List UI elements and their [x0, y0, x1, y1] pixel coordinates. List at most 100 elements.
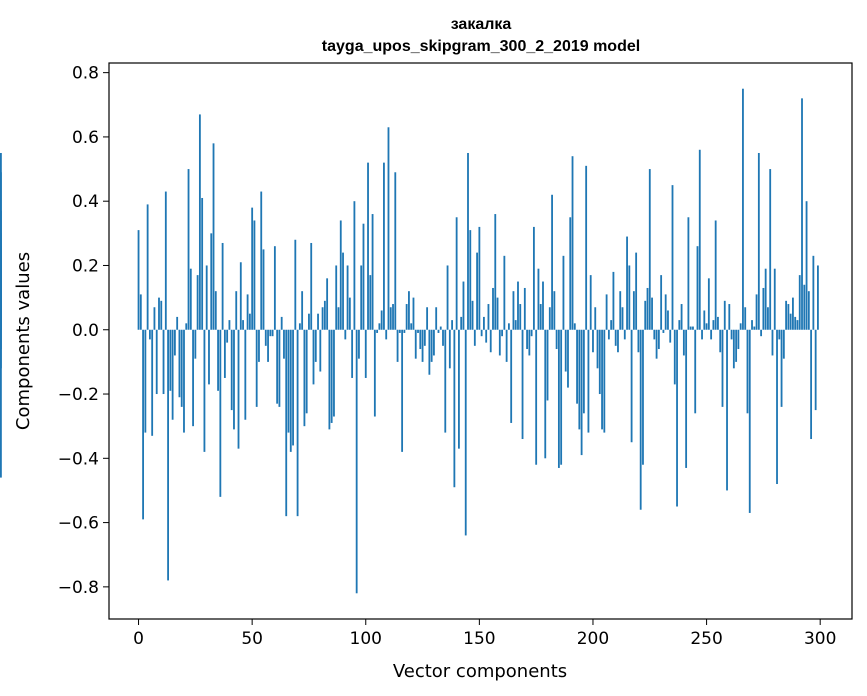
bar: [0, 329, 2, 350]
bar: [539, 304, 542, 330]
bar: [212, 143, 215, 330]
y-axis-label: Components values: [13, 252, 34, 430]
bar: [735, 329, 738, 362]
bar: [605, 294, 608, 330]
bar: [789, 313, 792, 330]
bar: [237, 329, 240, 449]
bar: [180, 329, 183, 407]
bar: [648, 169, 651, 330]
bar: [246, 294, 249, 330]
bar: [362, 223, 365, 330]
bar: [810, 329, 813, 440]
bar: [767, 307, 769, 330]
bar: [276, 329, 279, 404]
x-tick-label: 200: [577, 629, 609, 649]
bar: [335, 265, 338, 330]
bar: [751, 320, 753, 330]
bar: [753, 326, 756, 330]
bar: [205, 265, 208, 330]
bar: [473, 329, 476, 346]
bar: [183, 329, 185, 433]
bar: [151, 329, 154, 436]
bar: [219, 329, 222, 497]
bar: [480, 329, 483, 337]
bar: [626, 236, 628, 330]
bar: [158, 297, 160, 330]
bar: [748, 329, 751, 513]
bar: [239, 262, 242, 330]
bar: [535, 329, 538, 465]
bar: [417, 329, 419, 333]
bar: [485, 329, 488, 343]
bar: [780, 329, 783, 407]
bar: [714, 220, 717, 330]
bar: [142, 329, 144, 520]
bar: [242, 320, 244, 330]
bar: [532, 226, 535, 330]
bar: [155, 329, 158, 395]
bar: [814, 329, 817, 411]
bar: [248, 313, 251, 330]
bar: [162, 329, 165, 395]
bar: [323, 300, 326, 330]
bar: [698, 149, 701, 330]
bar: [448, 329, 451, 369]
bar: [426, 307, 429, 330]
bar: [235, 291, 238, 330]
bar: [676, 329, 678, 507]
bar: [582, 329, 585, 414]
bar: [571, 156, 574, 330]
bar: [719, 329, 722, 353]
x-tick-label: 50: [241, 629, 263, 649]
bar: [262, 249, 265, 330]
bar: [685, 329, 688, 468]
bar: [444, 329, 447, 433]
bar: [301, 291, 304, 330]
bar: [358, 329, 360, 359]
bar: [632, 291, 635, 330]
bar: [589, 275, 592, 330]
bar: [746, 329, 749, 414]
bar: [694, 329, 697, 414]
bar: [637, 329, 640, 353]
chart-subtitle: tayga_upos_skipgram_300_2_2019 model: [322, 38, 640, 55]
bar: [587, 329, 590, 433]
bar: [512, 291, 515, 330]
x-axis: 0 50 100 150 200 250 300: [133, 619, 836, 649]
bar: [439, 326, 442, 330]
bar: [458, 329, 460, 449]
bar: [528, 329, 531, 356]
bar: [346, 265, 349, 330]
bar: [378, 323, 381, 330]
bar: [739, 323, 742, 330]
bar: [428, 329, 431, 375]
bar: [505, 329, 508, 362]
bar: [435, 307, 438, 330]
bar: [696, 246, 699, 330]
bar: [251, 207, 254, 330]
bar: [464, 329, 467, 536]
bar: [289, 329, 292, 452]
bar: [355, 329, 358, 594]
y-tick-label: −0.8: [58, 578, 99, 598]
bar: [812, 255, 815, 330]
bar: [258, 329, 260, 362]
bar: [564, 329, 567, 372]
bar: [287, 329, 290, 433]
bar: [437, 329, 440, 333]
bar: [410, 323, 413, 330]
bar: [446, 265, 449, 330]
bar: [682, 329, 685, 356]
bar: [594, 307, 597, 330]
bar: [137, 230, 140, 330]
bar: [671, 185, 674, 330]
bar: [164, 191, 167, 330]
bar: [755, 294, 758, 330]
bar: [687, 217, 690, 330]
bar: [305, 329, 308, 414]
bar: [521, 329, 524, 440]
bar: [742, 88, 744, 330]
bar: [433, 329, 435, 356]
bar: [489, 329, 492, 353]
y-tick-label: 0.0: [72, 321, 99, 341]
